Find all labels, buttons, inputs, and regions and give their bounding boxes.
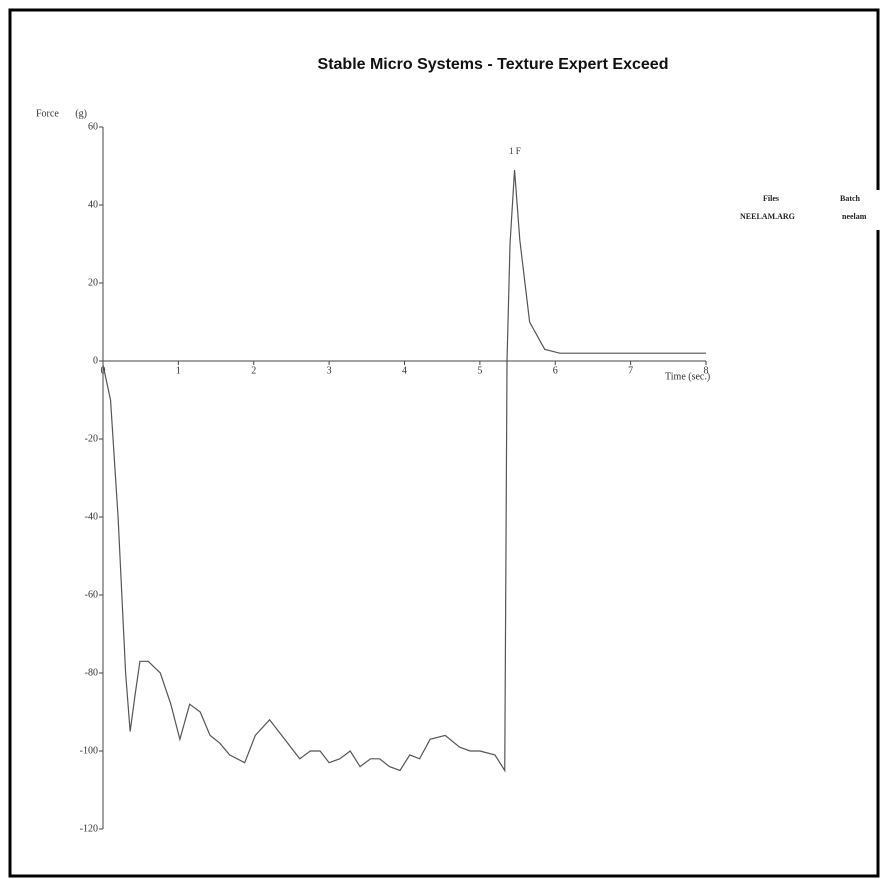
- x-tick-label: 2: [251, 365, 256, 376]
- x-tick-label: 0: [101, 365, 106, 376]
- y-tick-label: -80: [85, 667, 98, 678]
- info-header: Batch: [840, 194, 861, 203]
- y-tick-label: 20: [88, 277, 98, 288]
- y-tick-label: -120: [80, 823, 98, 834]
- peak-annotation: 1 F: [509, 146, 521, 156]
- y-tick-label: 40: [88, 199, 98, 210]
- y-tick-label: 0: [93, 355, 98, 366]
- x-tick-label: 4: [402, 365, 407, 376]
- y-tick-label: -60: [85, 589, 98, 600]
- info-cell: neelam: [842, 212, 867, 221]
- y-axis-label: Force (g): [36, 108, 87, 119]
- info-header: Files: [763, 194, 779, 203]
- y-tick-label: -40: [85, 511, 98, 522]
- x-tick-label: 6: [553, 365, 558, 376]
- x-tick-label: 7: [628, 365, 633, 376]
- data-line: [102, 169, 706, 773]
- x-tick-label: 3: [327, 365, 332, 376]
- edge-mask: [876, 190, 881, 230]
- y-tick-label: 60: [88, 121, 98, 132]
- x-axis-label: Time (sec.): [665, 371, 710, 382]
- x-tick-label: 8: [704, 365, 709, 376]
- x-tick-label: 1: [176, 365, 181, 376]
- y-tick-label: -100: [80, 745, 98, 756]
- y-tick-label: -20: [85, 433, 98, 444]
- chart-title: Stable Micro Systems - Texture Expert Ex…: [318, 56, 669, 73]
- info-cell: NEELAM.ARG: [740, 212, 795, 221]
- frame: [8, 8, 880, 878]
- x-tick-label: 5: [477, 365, 482, 376]
